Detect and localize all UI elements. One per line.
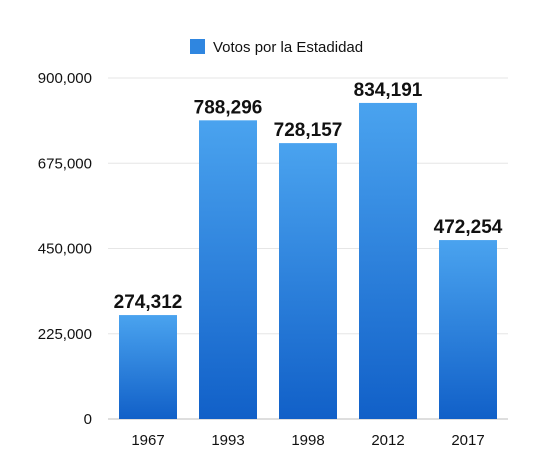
x-tick-label: 2012 <box>371 432 404 449</box>
x-tick-label: 1998 <box>291 432 324 449</box>
y-tick-label: 675,000 <box>38 155 92 172</box>
data-label: 274,312 <box>114 292 183 313</box>
labels-layer: 0 225,000 450,000 675,000 900,000 274,312 1967… <box>38 70 503 449</box>
data-label: 472,254 <box>434 217 503 238</box>
bar <box>439 240 497 419</box>
x-tick-label: 1967 <box>131 432 164 449</box>
legend-swatch <box>190 39 205 54</box>
y-tick-label: 0 <box>84 411 92 428</box>
data-label: 834,191 <box>354 80 423 101</box>
data-label: 788,296 <box>194 97 263 118</box>
y-tick-label: 225,000 <box>38 326 92 343</box>
x-tick-label: 2017 <box>451 432 484 449</box>
data-label: 728,157 <box>274 120 343 141</box>
bar <box>359 102 417 419</box>
bar <box>119 315 177 419</box>
bars-layer <box>119 102 497 420</box>
y-tick-label: 900,000 <box>38 70 92 87</box>
bar <box>279 143 337 419</box>
legend-label: Votos por la Estadidad <box>213 39 363 56</box>
x-tick-label: 1993 <box>211 432 244 449</box>
bar <box>199 120 257 420</box>
y-tick-label: 450,000 <box>38 241 92 258</box>
legend: Votos por la Estadidad <box>190 39 363 56</box>
